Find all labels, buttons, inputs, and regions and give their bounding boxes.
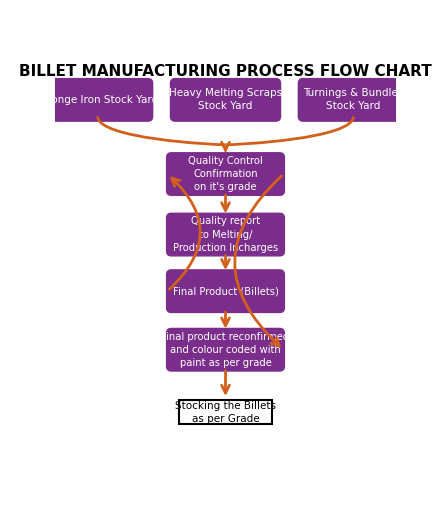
Text: BILLET MANUFACTURING PROCESS FLOW CHART: BILLET MANUFACTURING PROCESS FLOW CHART	[19, 64, 432, 79]
Text: Final Product (Billets): Final Product (Billets)	[172, 286, 279, 296]
FancyBboxPatch shape	[170, 79, 281, 121]
FancyBboxPatch shape	[167, 329, 284, 371]
Text: Quality report
to Melting/
Production Incharges: Quality report to Melting/ Production In…	[173, 216, 278, 253]
Text: Stocking the Billets
as per Grade: Stocking the Billets as per Grade	[175, 401, 276, 424]
FancyBboxPatch shape	[298, 79, 408, 121]
FancyBboxPatch shape	[167, 213, 284, 256]
FancyBboxPatch shape	[167, 270, 284, 312]
FancyBboxPatch shape	[179, 401, 272, 424]
Text: Heavy Melting Scraps
Stock Yard: Heavy Melting Scraps Stock Yard	[169, 88, 282, 112]
FancyBboxPatch shape	[43, 79, 153, 121]
Text: Sponge Iron Stock Yard: Sponge Iron Stock Yard	[37, 95, 158, 105]
FancyBboxPatch shape	[167, 153, 284, 195]
Text: Final product reconfirmed
and colour coded with
paint as per grade: Final product reconfirmed and colour cod…	[161, 332, 290, 368]
Text: Turnings & Bundles
Stock Yard: Turnings & Bundles Stock Yard	[303, 88, 403, 112]
Text: Quality Control
Confirmation
on it's grade: Quality Control Confirmation on it's gra…	[188, 156, 263, 192]
